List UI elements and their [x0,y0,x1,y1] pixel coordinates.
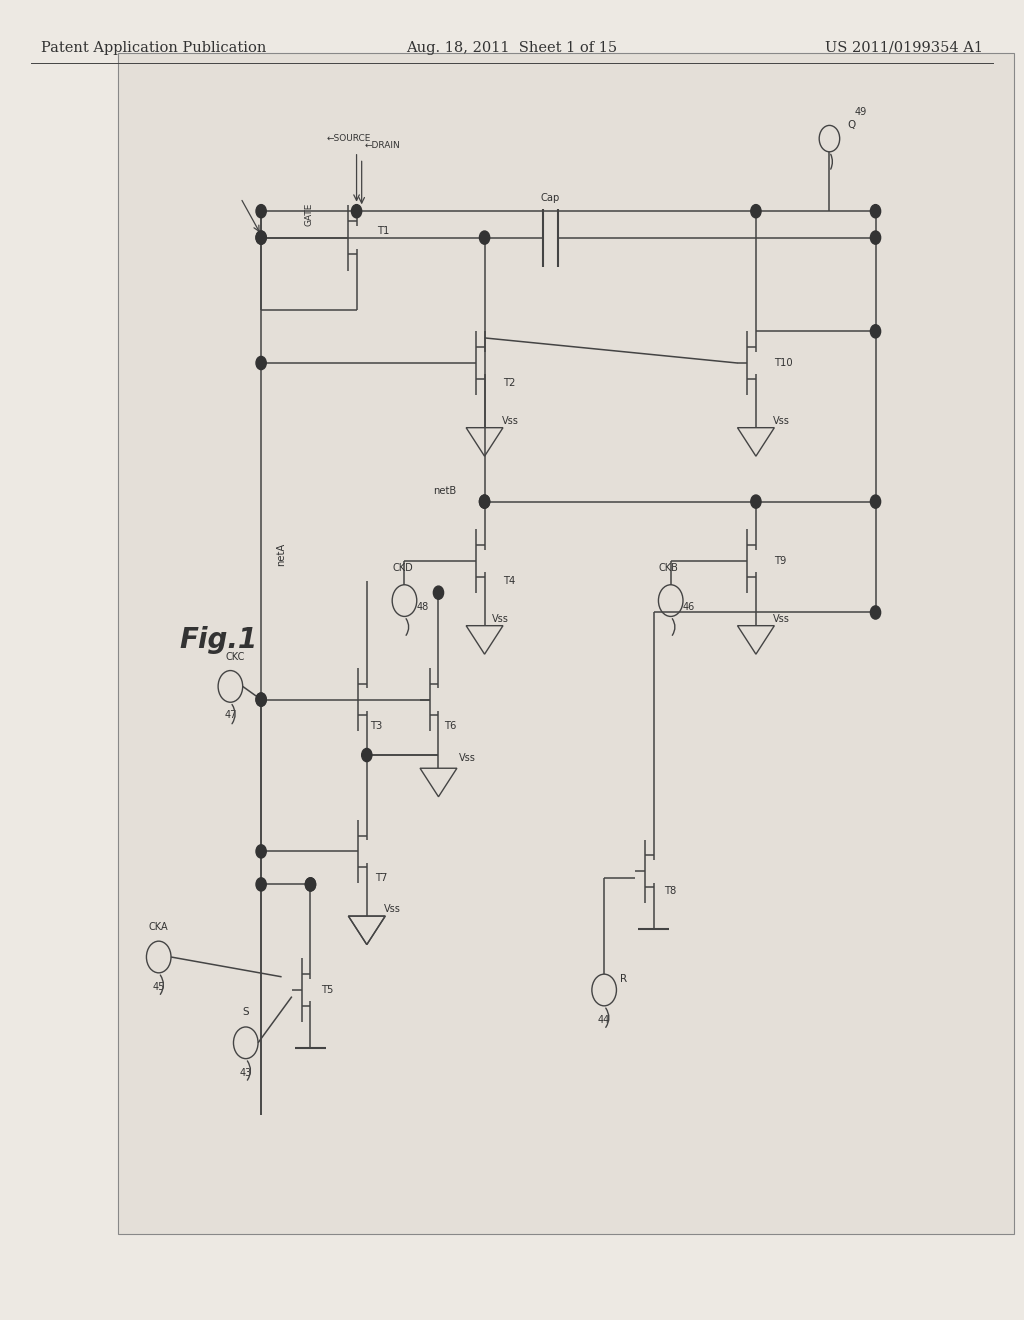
Circle shape [305,878,315,891]
Circle shape [479,231,489,244]
Text: 47: 47 [224,710,237,721]
Circle shape [870,325,881,338]
Text: Vss: Vss [773,416,790,426]
Text: T2: T2 [503,378,515,388]
Text: CKC: CKC [226,652,245,663]
Circle shape [751,205,761,218]
Circle shape [479,495,489,508]
Circle shape [256,231,266,244]
Text: T8: T8 [664,886,676,896]
Circle shape [433,586,443,599]
Text: 45: 45 [153,982,165,993]
Text: Cap: Cap [541,193,560,203]
Text: R: R [620,974,627,985]
Text: T1: T1 [377,226,389,236]
Circle shape [305,878,315,891]
Text: T3: T3 [370,721,382,731]
Text: Fig.1: Fig.1 [179,626,257,655]
Circle shape [361,748,372,762]
Text: CKB: CKB [658,562,679,573]
Text: Vss: Vss [459,752,475,763]
Text: GATE: GATE [305,202,313,226]
Circle shape [256,356,266,370]
Text: Q: Q [848,120,856,131]
Text: Vss: Vss [384,904,400,915]
Circle shape [870,231,881,244]
Circle shape [870,606,881,619]
Text: 46: 46 [683,602,695,612]
Text: 49: 49 [855,107,867,117]
Circle shape [351,205,361,218]
Text: T9: T9 [774,556,786,566]
Text: T7: T7 [375,873,387,883]
Text: netB: netB [432,486,456,496]
Text: T10: T10 [774,358,793,368]
Text: Aug. 18, 2011  Sheet 1 of 15: Aug. 18, 2011 Sheet 1 of 15 [407,41,617,54]
Text: CKD: CKD [392,562,413,573]
Circle shape [751,495,761,508]
Text: T4: T4 [503,576,515,586]
Text: T5: T5 [321,985,333,995]
Circle shape [256,693,266,706]
Circle shape [256,878,266,891]
Circle shape [256,693,266,706]
Text: S: S [243,1007,249,1018]
Bar [118,53,1014,1234]
Circle shape [256,205,266,218]
Text: 44: 44 [598,1015,610,1026]
Text: Vss: Vss [492,614,508,624]
Circle shape [870,205,881,218]
Text: Patent Application Publication: Patent Application Publication [41,41,266,54]
Circle shape [256,231,266,244]
Circle shape [870,495,881,508]
Text: Vss: Vss [773,614,790,624]
Text: T6: T6 [443,721,456,731]
Text: CKA: CKA [148,921,169,932]
Text: 48: 48 [417,602,429,612]
Text: US 2011/0199354 A1: US 2011/0199354 A1 [825,41,983,54]
Text: Vss: Vss [502,416,518,426]
Circle shape [479,495,489,508]
Circle shape [256,845,266,858]
Text: ←DRAIN: ←DRAIN [365,141,400,149]
Text: 43: 43 [240,1068,252,1078]
Text: netA: netA [276,543,287,566]
Text: ←SOURCE: ←SOURCE [327,135,371,143]
